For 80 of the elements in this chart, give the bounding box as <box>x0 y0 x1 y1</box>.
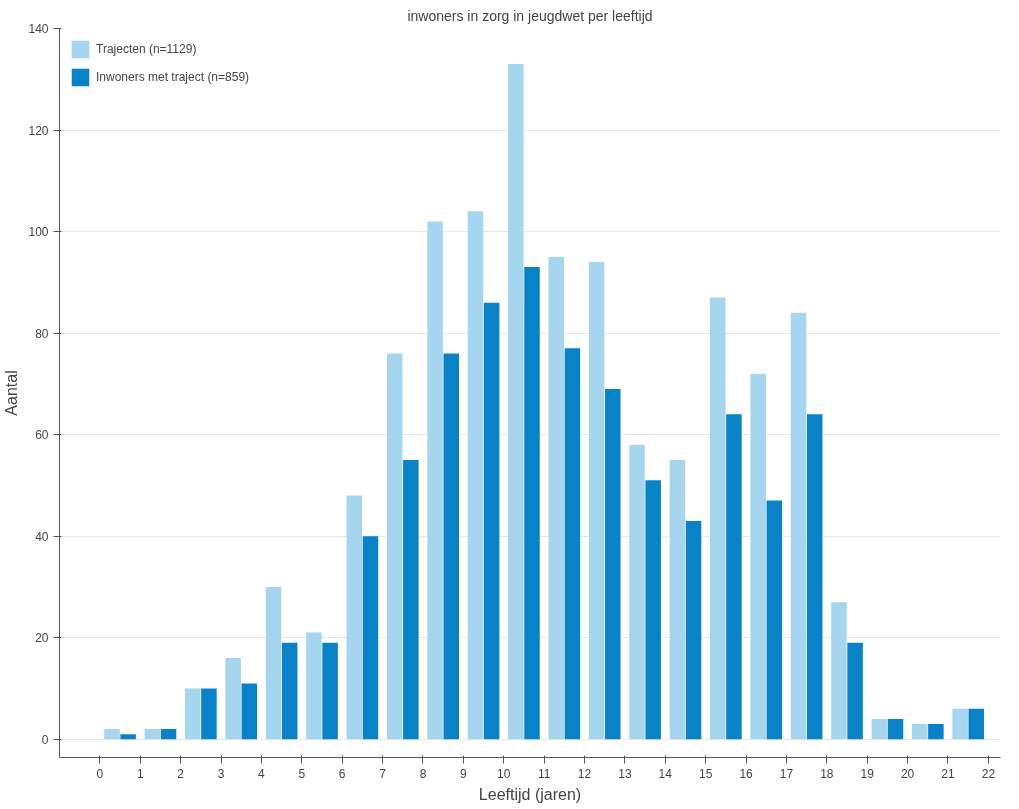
x-tick-label: 15 <box>699 766 713 781</box>
bar <box>265 586 282 740</box>
legend-label: Inwoners met traject (n=859) <box>96 70 250 84</box>
y-tick-label: 0 <box>41 732 49 747</box>
y-tick-label: 100 <box>28 225 49 240</box>
bar <box>564 348 581 740</box>
bar <box>806 414 823 740</box>
bar <box>120 734 136 740</box>
bar <box>483 302 500 740</box>
x-tick-label: 22 <box>981 766 996 781</box>
bar <box>871 718 888 740</box>
x-tick-label: 21 <box>941 766 955 781</box>
bar <box>443 353 459 740</box>
bar <box>241 683 258 740</box>
bar <box>185 688 201 740</box>
y-tick-label: 40 <box>35 529 49 544</box>
bar <box>362 536 379 740</box>
bar <box>524 267 540 740</box>
x-tick-label: 14 <box>658 766 673 781</box>
bar <box>645 480 661 740</box>
bar <box>685 520 702 740</box>
x-tick-label: 1 <box>136 766 144 781</box>
x-tick-label: 17 <box>779 766 794 781</box>
bar <box>790 312 807 740</box>
bar <box>710 297 726 740</box>
bar <box>750 373 766 740</box>
bar <box>201 688 217 740</box>
bar <box>281 642 298 740</box>
bar <box>548 256 565 740</box>
bar <box>346 495 363 740</box>
x-tick-label: 16 <box>739 766 754 781</box>
x-tick-label: 9 <box>460 766 468 781</box>
bar <box>968 708 985 740</box>
x-tick-label: 6 <box>338 766 346 781</box>
bar <box>104 729 120 740</box>
bar <box>386 353 403 740</box>
bar <box>766 500 783 740</box>
bar <box>144 729 161 740</box>
bar <box>427 221 443 740</box>
bar <box>669 460 686 740</box>
x-tick-label: 12 <box>577 766 592 781</box>
x-tick-label: 13 <box>618 766 632 781</box>
bar <box>306 632 322 740</box>
bar <box>911 723 928 740</box>
bar <box>160 729 177 740</box>
y-tick-label: 80 <box>35 326 49 341</box>
bar <box>952 708 968 740</box>
bar <box>508 64 524 740</box>
y-axis-title: Aantal <box>3 370 21 416</box>
y-tick-label: 20 <box>35 631 49 646</box>
x-tick-label: 0 <box>96 766 104 781</box>
bar <box>831 602 847 740</box>
bar <box>322 642 338 740</box>
legend-label: Trajecten (n=1129) <box>96 42 197 56</box>
bar <box>847 642 863 740</box>
x-tick-label: 19 <box>860 766 875 781</box>
x-tick-label: 11 <box>537 766 551 781</box>
x-tick-label: 2 <box>177 766 185 781</box>
bar <box>726 414 742 740</box>
x-tick-label: 10 <box>497 766 511 781</box>
chart-title: inwoners in zorg in jeugdwet per leeftijd <box>407 7 653 24</box>
x-tick-label: 4 <box>258 766 266 781</box>
bar <box>629 444 645 740</box>
x-tick-label: 5 <box>298 766 306 781</box>
y-tick-label: 60 <box>35 428 49 443</box>
x-tick-label: 8 <box>419 766 427 781</box>
bar <box>887 718 904 740</box>
bar <box>928 723 944 740</box>
x-tick-label: 7 <box>379 766 387 781</box>
x-tick-label: 18 <box>820 766 834 781</box>
bar <box>403 460 419 740</box>
bar <box>467 211 484 740</box>
bar <box>225 658 241 740</box>
x-tick-label: 20 <box>900 766 915 781</box>
y-tick-label: 140 <box>28 22 49 36</box>
y-tick-label: 120 <box>28 123 49 138</box>
x-tick-label: 3 <box>217 766 225 781</box>
bar <box>605 388 621 740</box>
bar <box>588 262 605 740</box>
x-axis-title: Leeftijd (jaren) <box>478 785 582 803</box>
